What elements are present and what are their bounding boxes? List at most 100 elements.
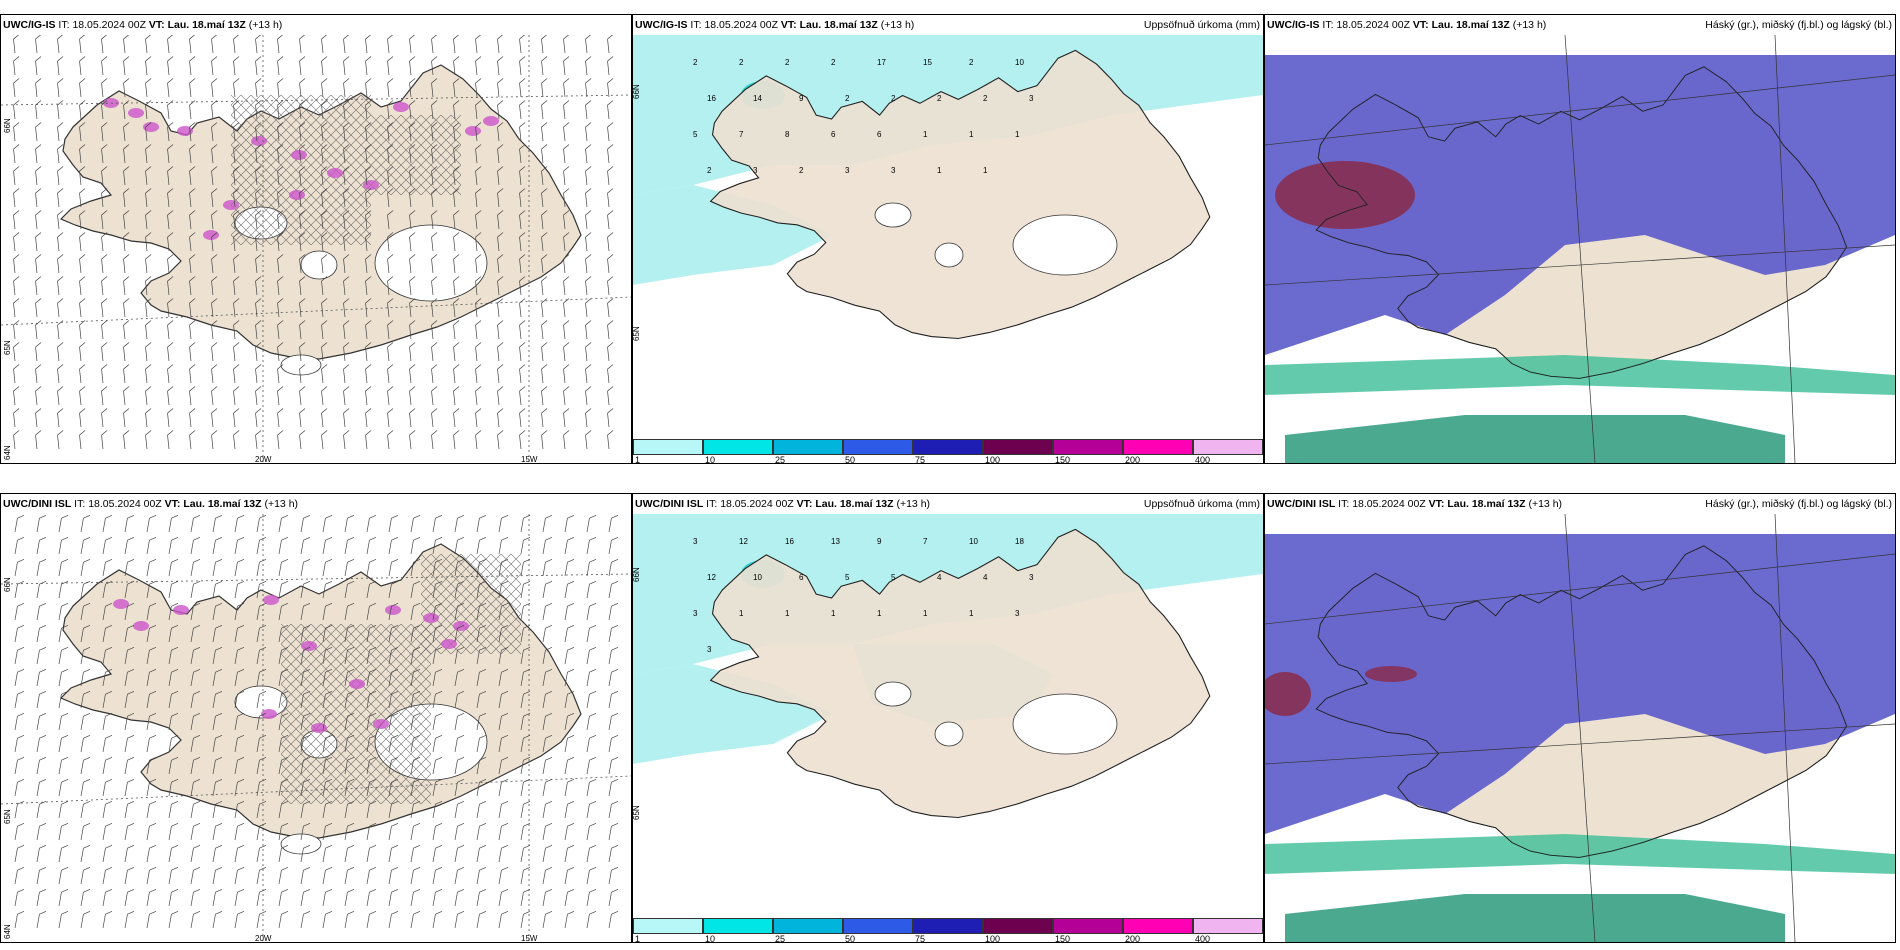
precip-value-label: 3 (693, 537, 698, 546)
wind-barb (80, 888, 91, 907)
wind-barb (475, 210, 482, 230)
wind-barb (58, 888, 69, 907)
wind-barb (168, 800, 179, 819)
wind-barb (168, 690, 179, 709)
wind-barb (300, 624, 311, 643)
cloud-map (1265, 514, 1895, 942)
precip-value-label: 1 (1015, 130, 1020, 139)
wind-barb (35, 298, 42, 318)
cloud-panel-top: UWC/IG-IS IT: 18.05.2024 00Z VT: Lau. 18… (1264, 14, 1896, 464)
wind-barb (453, 210, 460, 230)
wind-barb (13, 254, 20, 274)
wind-barb (146, 602, 157, 621)
convective-cell (441, 639, 457, 649)
wind-barb (300, 888, 311, 907)
wind-barb (299, 298, 306, 318)
wind-panel-top: UWC/IG-IS IT: 18.05.2024 00Z VT: Lau. 18… (0, 14, 632, 464)
wind-barb (344, 756, 355, 775)
wind-barb (387, 166, 394, 186)
wind-barb (13, 408, 20, 428)
wind-barb (322, 668, 333, 687)
wind-barb (36, 910, 47, 929)
colorbar-swatch (1123, 918, 1193, 934)
wind-barb (608, 602, 619, 621)
cloud-map (1265, 35, 1895, 463)
colorbar-tick-label: 200 (1125, 934, 1141, 943)
wind-barb (321, 364, 328, 384)
lat-label-64n: 64N (3, 445, 12, 460)
wind-barb (300, 756, 311, 775)
wind-barb (476, 558, 487, 577)
wind-barb (432, 558, 443, 577)
wind-barb (388, 712, 399, 731)
wind-barb (586, 602, 597, 621)
wind-barb (277, 408, 284, 428)
wind-barb (343, 100, 350, 120)
wind-barb (410, 822, 421, 841)
wind-barb (497, 166, 504, 186)
wind-barb (409, 232, 416, 252)
wind-barb (123, 386, 130, 406)
wind-barb (387, 320, 394, 340)
wind-barb (35, 166, 42, 186)
precip-value-label: 6 (831, 130, 836, 139)
wind-barb (608, 778, 619, 797)
wind-barb (212, 514, 223, 533)
wind-barb (233, 188, 240, 208)
wind-barb (278, 690, 289, 709)
wind-barb (36, 866, 47, 885)
wind-barb (80, 580, 91, 599)
wind-barb (58, 712, 69, 731)
wind-barb (497, 100, 504, 120)
lead-time: (+13 h) (1512, 19, 1547, 31)
wind-barb (233, 254, 240, 274)
wind-barb (586, 712, 597, 731)
wind-barb (366, 822, 377, 841)
wind-barb (102, 888, 113, 907)
wind-barb (124, 690, 135, 709)
wind-barb (541, 430, 548, 450)
coastline (1315, 545, 1848, 858)
wind-barb (233, 364, 240, 384)
wind-barb (79, 188, 86, 208)
wind-barb (476, 602, 487, 621)
wind-barb (564, 822, 575, 841)
colorbar-tick-label: 50 (845, 934, 856, 943)
wind-barb (256, 844, 267, 863)
wind-barb (36, 514, 47, 533)
wind-barb (256, 866, 267, 885)
colorbar-swatch (983, 439, 1053, 455)
wind-barb (432, 668, 443, 687)
wind-barb (277, 276, 284, 296)
colorbar-swatch (633, 918, 703, 934)
wind-barb (410, 558, 421, 577)
wind-barb (585, 298, 592, 318)
wind-barb (563, 35, 570, 54)
wind-barb (454, 712, 465, 731)
latitude-line (1, 296, 631, 326)
wind-barb (453, 320, 460, 340)
wind-barb (278, 910, 289, 929)
wind-barb (585, 122, 592, 142)
wind-barb (13, 342, 20, 362)
lat-label-65n: 65N (632, 326, 641, 341)
wind-barb (145, 188, 152, 208)
wind-barb (542, 756, 553, 775)
glacier-vatnajokull (1012, 214, 1118, 276)
wind-barb (189, 430, 196, 450)
panel-header: UWC/IG-IS IT: 18.05.2024 00Z VT: Lau. 18… (1265, 15, 1895, 35)
wind-barb (146, 668, 157, 687)
wind-barb (101, 408, 108, 428)
wind-barb (344, 866, 355, 885)
wind-barb (189, 78, 196, 98)
lat-label-65n: 65N (632, 805, 641, 820)
wind-barb (35, 100, 42, 120)
wind-barb (80, 910, 91, 929)
wind-barb (211, 35, 218, 54)
wind-barb (124, 602, 135, 621)
wind-barb (101, 276, 108, 296)
wind-barb (145, 276, 152, 296)
wind-barb (58, 514, 69, 533)
wind-barb (167, 232, 174, 252)
wind-barb (476, 514, 487, 533)
